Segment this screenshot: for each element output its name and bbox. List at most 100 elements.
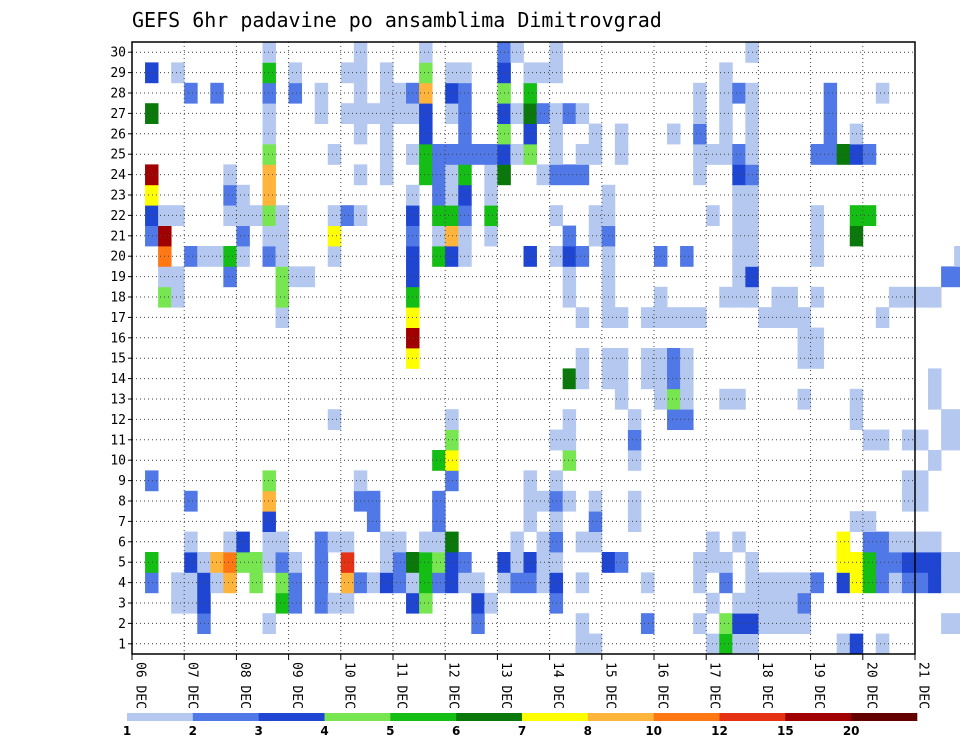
data-cell	[693, 103, 707, 124]
data-cell	[432, 511, 446, 532]
data-cell	[640, 348, 655, 369]
data-cell	[327, 246, 342, 267]
data-cell	[275, 205, 289, 226]
data-cell	[171, 572, 185, 594]
data-cell	[484, 592, 498, 614]
data-cell	[419, 164, 433, 186]
data-cell	[262, 552, 276, 573]
data-cell	[771, 592, 785, 614]
data-cell	[314, 82, 329, 104]
data-cell	[732, 388, 746, 410]
data-cell	[562, 103, 577, 124]
data-cell	[536, 572, 550, 594]
data-cell	[575, 246, 590, 267]
data-cell	[445, 552, 459, 573]
colorbar-label: 2	[189, 724, 197, 738]
data-cell	[732, 286, 746, 308]
data-cell	[432, 490, 446, 512]
data-cell	[719, 388, 733, 410]
data-cell	[393, 552, 407, 573]
data-cell	[888, 531, 903, 553]
data-cell	[836, 633, 851, 655]
data-cell	[432, 164, 446, 186]
data-cell	[210, 572, 224, 594]
data-cell	[810, 144, 825, 165]
y-tick-label: 24	[110, 168, 126, 183]
data-cell	[379, 62, 394, 84]
data-cell	[327, 144, 342, 165]
data-cell	[562, 225, 577, 247]
data-cell	[941, 409, 955, 430]
data-cell	[419, 42, 433, 63]
y-tick-label: 15	[110, 352, 126, 367]
data-cell	[223, 552, 237, 573]
data-cell	[862, 429, 877, 451]
y-tick-label: 5	[118, 556, 126, 571]
data-cell	[732, 592, 746, 614]
data-cell	[562, 368, 577, 390]
data-cell	[954, 552, 960, 573]
data-cell	[471, 613, 485, 634]
data-cell	[523, 62, 537, 84]
x-tick-label: 17 DEC	[707, 662, 722, 709]
data-cell	[262, 205, 276, 226]
data-cell	[588, 633, 603, 655]
data-cell	[575, 144, 590, 165]
y-tick-label: 9	[118, 474, 126, 489]
data-cell	[836, 144, 851, 165]
data-cell	[145, 103, 159, 124]
data-cell	[197, 592, 211, 614]
data-cell	[536, 164, 550, 186]
data-cell	[432, 205, 446, 226]
data-cell	[588, 144, 603, 165]
data-cell	[575, 164, 590, 186]
data-cell	[719, 286, 733, 308]
data-cell	[184, 246, 198, 267]
x-axis: 06 DEC 07 DEC 08 DEC 09 DEC 10 DEC 11 DEC 12 D…	[131, 654, 931, 709]
data-cell	[680, 368, 694, 390]
data-cell	[288, 592, 303, 614]
x-tick-label: 07 DEC	[185, 662, 200, 709]
data-cell	[184, 552, 198, 573]
colorbar-swatch	[522, 713, 589, 721]
data-cell	[693, 613, 707, 634]
data-cell	[575, 368, 590, 390]
data-cell	[314, 552, 329, 573]
data-cell	[588, 490, 603, 512]
data-cell	[262, 225, 276, 247]
data-cell	[484, 205, 498, 226]
data-cell	[758, 592, 772, 614]
colorbar-swatch	[127, 713, 194, 721]
data-cell	[262, 246, 276, 267]
data-cell	[693, 552, 707, 573]
data-cell	[719, 82, 733, 104]
data-cell	[432, 552, 446, 573]
data-cell	[223, 205, 237, 226]
data-cell	[366, 572, 381, 594]
data-cell	[510, 572, 524, 594]
data-cell	[171, 286, 185, 308]
data-cell	[875, 307, 890, 328]
x-tick-label: 11 DEC	[394, 662, 409, 709]
data-cell	[915, 470, 929, 492]
data-cell	[719, 103, 733, 124]
data-cell	[536, 103, 550, 124]
y-tick-label: 20	[110, 250, 126, 265]
data-cell	[810, 225, 825, 247]
data-cell	[510, 531, 524, 553]
data-cell	[210, 246, 224, 267]
colorbar-swatch	[456, 713, 523, 721]
data-cell	[614, 552, 629, 573]
data-cell	[379, 144, 394, 165]
data-cell	[262, 531, 276, 553]
data-cell	[823, 144, 838, 165]
data-cell	[379, 164, 394, 186]
data-cell	[210, 82, 224, 104]
data-cell	[614, 348, 629, 369]
data-cell	[640, 613, 655, 634]
data-cell	[732, 266, 746, 288]
data-cell	[667, 123, 681, 145]
x-tick-label: 14 DEC	[550, 662, 565, 709]
data-cell	[941, 572, 955, 594]
data-cell	[262, 470, 276, 492]
